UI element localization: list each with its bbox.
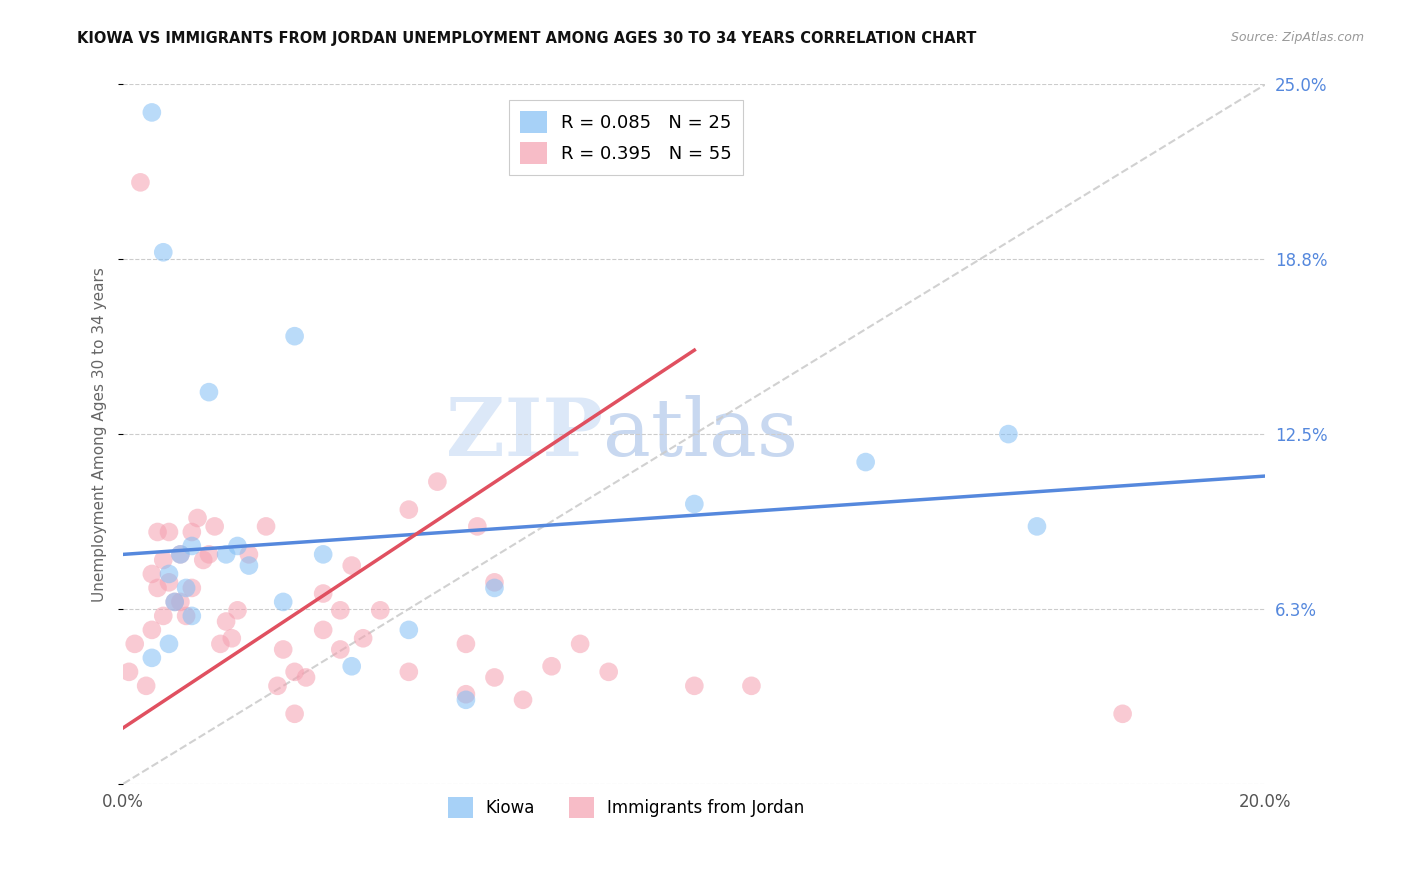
Point [312, 623, 335, 637]
Point [163, 595, 186, 609]
Point [163, 595, 186, 609]
Point [135, 679, 157, 693]
Point [512, 693, 534, 707]
Text: KIOWA VS IMMIGRANTS FROM JORDAN UNEMPLOYMENT AMONG AGES 30 TO 34 YEARS CORRELATI: KIOWA VS IMMIGRANTS FROM JORDAN UNEMPLOY… [77, 31, 977, 46]
Point [598, 665, 620, 679]
Point [226, 539, 249, 553]
Point [426, 475, 449, 489]
Point [209, 637, 232, 651]
Point [180, 608, 202, 623]
Text: Source: ZipAtlas.com: Source: ZipAtlas.com [1230, 31, 1364, 45]
Point [340, 558, 363, 573]
Point [215, 615, 238, 629]
Point [238, 547, 260, 561]
Point [238, 558, 260, 573]
Point [454, 637, 477, 651]
Point [855, 455, 877, 469]
Point [152, 608, 174, 623]
Point [997, 427, 1019, 442]
Y-axis label: Unemployment Among Ages 30 to 34 years: Unemployment Among Ages 30 to 34 years [93, 267, 107, 601]
Point [1111, 706, 1133, 721]
Text: atlas: atlas [603, 395, 799, 473]
Point [368, 603, 391, 617]
Point [124, 637, 146, 651]
Point [569, 637, 592, 651]
Legend: Kiowa, Immigrants from Jordan: Kiowa, Immigrants from Jordan [441, 790, 811, 824]
Point [398, 502, 420, 516]
Point [398, 665, 420, 679]
Point [198, 547, 221, 561]
Point [683, 497, 706, 511]
Point [312, 547, 335, 561]
Point [180, 539, 202, 553]
Point [198, 385, 221, 400]
Point [186, 511, 208, 525]
Point [683, 679, 706, 693]
Point [484, 581, 506, 595]
Point [221, 632, 243, 646]
Point [193, 553, 215, 567]
Point [152, 245, 174, 260]
Point [157, 524, 180, 539]
Point [329, 642, 352, 657]
Point [266, 679, 288, 693]
Point [174, 581, 197, 595]
Point [340, 659, 363, 673]
Point [295, 670, 318, 684]
Point [454, 687, 477, 701]
Point [141, 566, 163, 581]
Point [1026, 519, 1049, 533]
Point [169, 547, 191, 561]
Point [284, 706, 307, 721]
Point [484, 575, 506, 590]
Point [271, 595, 294, 609]
Point [204, 519, 226, 533]
Point [467, 519, 489, 533]
Point [540, 659, 562, 673]
Point [215, 547, 238, 561]
Point [398, 623, 420, 637]
Point [169, 595, 191, 609]
Text: ZIP: ZIP [446, 395, 603, 473]
Point [740, 679, 762, 693]
Point [454, 693, 477, 707]
Point [271, 642, 294, 657]
Point [180, 581, 202, 595]
Point [180, 524, 202, 539]
Point [146, 581, 169, 595]
Point [312, 586, 335, 600]
Point [141, 105, 163, 120]
Point [329, 603, 352, 617]
Point [484, 670, 506, 684]
Point [284, 329, 307, 343]
Point [226, 603, 249, 617]
Point [174, 608, 197, 623]
Point [129, 175, 152, 189]
Point [146, 524, 169, 539]
Point [141, 651, 163, 665]
Point [254, 519, 277, 533]
Point [157, 575, 180, 590]
Point [352, 632, 374, 646]
Point [118, 665, 141, 679]
Point [152, 553, 174, 567]
Point [157, 566, 180, 581]
Point [157, 637, 180, 651]
Point [141, 623, 163, 637]
Point [284, 665, 307, 679]
Point [169, 547, 191, 561]
